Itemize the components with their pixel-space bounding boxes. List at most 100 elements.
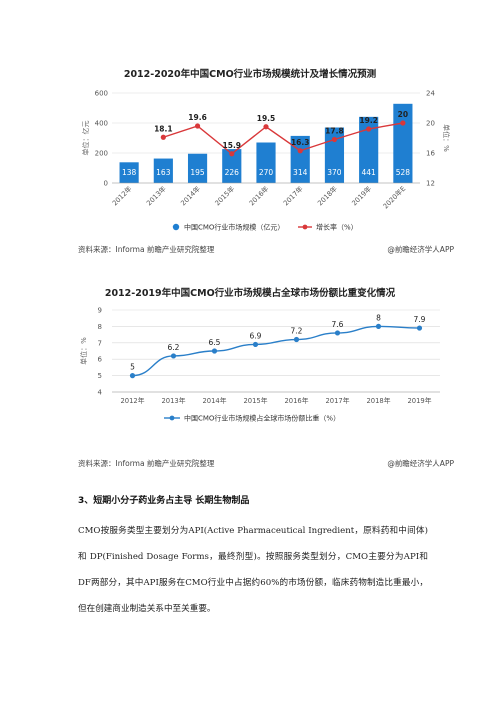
chart1-bar-label: 441: [362, 168, 377, 177]
chart1-bar: [359, 116, 379, 183]
chart1-bar-label: 195: [190, 168, 205, 177]
chart2-title: 2012-2019年中国CMO行业市场规模占全球市场份额比重变化情况: [104, 288, 396, 299]
chart1-growth-point: [263, 124, 269, 130]
chart2-xtick-label: 2015年: [243, 396, 267, 405]
chart1-xtick-label: 2018年: [315, 184, 339, 208]
chart1-bar-label: 138: [122, 168, 137, 177]
section-heading: 3、短期小分子药业务占主导 长期生物制品: [78, 496, 250, 506]
chart1-xtick-label: 2014年: [179, 184, 203, 208]
chart2-ytick-label: 5: [98, 372, 102, 380]
chart1-xtick-label: 2017年: [281, 184, 305, 208]
chart2-point-label: 5: [130, 363, 135, 372]
chart2-svg: 4 5 6 7 8 9 单位：% 5 6.2 6.5 6.9 7.2 7.6 8 7.9 2012年 2013年…: [79, 307, 440, 423]
chart1-title: 2012-2020年中国CMO行业市场规模统计及增长情况预测: [123, 69, 377, 80]
chart2-xtick-label: 2016年: [284, 396, 308, 405]
chart2-legend-dot: [169, 415, 175, 421]
chart1-legend-bar-marker: [172, 223, 180, 231]
chart2-point: [334, 330, 341, 336]
chart1-ylabel: 单位：亿元: [81, 121, 90, 156]
chart2-point: [211, 348, 218, 354]
chart1-xtick-label: 2012年: [110, 184, 134, 208]
chart1-ytick-label: 600: [95, 90, 108, 98]
chart2-point-label: 6.9: [250, 331, 262, 340]
chart1-ytick-label: 200: [95, 150, 108, 158]
chart2-xtick-label: 2012年: [120, 396, 144, 405]
chart1-growth-label: 19.6: [188, 113, 207, 122]
chart2-xtick-label: 2014年: [202, 396, 226, 405]
chart1-ytick-label: 0: [104, 180, 108, 188]
chart2-ylabel: 单位：%: [79, 337, 88, 365]
chart1-bar: [119, 162, 139, 183]
chart1-growth-point: [194, 123, 201, 129]
chart1-growth-point: [229, 151, 235, 157]
chart1-source: 资料来源：Informa 前瞻产业研究院整理: [78, 245, 215, 254]
chart1-bar-label: 163: [156, 168, 171, 177]
chart1-xtick-label: 2019年: [350, 184, 374, 208]
paragraph-text: CMO按服务类型主要划分为API(Active Pharmaceutical I…: [78, 526, 428, 614]
chart1-bar-label: 314: [293, 168, 308, 177]
chart1-legend-line-label: 增长率（%）: [316, 223, 358, 232]
chart2-share-line: [132, 325, 420, 377]
chart1-xtick-label: 2013年: [144, 184, 168, 208]
chart2-ytick-label: 6: [98, 356, 103, 364]
chart1-bar-label: 226: [225, 168, 240, 177]
chart2-brand: @前瞻经济学人APP: [387, 459, 454, 468]
chart1-growth-label: 18.1: [154, 124, 173, 133]
chart2-xtick-label: 2019年: [407, 396, 431, 405]
chart2-xtick-label: 2013年: [161, 396, 185, 405]
chart2-ytick-label: 4: [98, 389, 103, 397]
chart1-growth-label: 15.9: [223, 141, 242, 150]
chart1-growth-point: [366, 126, 372, 132]
chart1-growth-label: 17.8: [325, 127, 344, 136]
chart2-point-label: 7.9: [414, 315, 426, 324]
chart1-growth-label: 19.2: [359, 116, 378, 125]
chart2-point: [170, 353, 177, 359]
chart2-point: [129, 373, 136, 379]
chart2-ytick-label: 8: [98, 323, 102, 331]
chart2-point: [252, 341, 259, 348]
section-paragraph: CMO按服务类型主要划分为API(Active Pharmaceutical I…: [78, 518, 428, 622]
chart2-point-label: 6.5: [209, 338, 221, 347]
chart1-xtick-label: 2015年: [213, 184, 237, 208]
chart1-bar-label: 370: [327, 168, 342, 177]
chart2-xtick-label: 2017年: [325, 396, 349, 405]
chart1-y2tick-label: 24: [426, 90, 435, 98]
chart2-point-label: 6.2: [168, 343, 180, 352]
chart2-legend-label: 中国CMO行业市场规模占全球市场份额比重（%）: [184, 414, 340, 423]
chart1-y2tick-label: 20: [426, 120, 435, 128]
chart1-legend-bar-label: 中国CMO行业市场规模（亿元）: [184, 223, 284, 232]
chart2-ytick-label: 7: [98, 339, 102, 347]
chart1-ytick-label: 400: [95, 120, 108, 128]
chart1-xtick-label: 2016年: [247, 184, 271, 208]
chart2-point: [293, 336, 300, 343]
chart2-xtick-label: 2018年: [366, 396, 390, 405]
chart1-growth-label: 19.5: [257, 114, 276, 123]
chart1-bar: [222, 149, 242, 183]
chart1-y2tick-label: 16: [426, 150, 435, 158]
chart1-svg: 0 200 400 600 12 16 20 24 单位：亿元 单位：% 138 2012年 163 20…: [81, 90, 451, 232]
chart1-growth-line: [163, 122, 404, 155]
chart1-growth-point: [160, 134, 166, 140]
chart1-bar-label: 270: [259, 168, 274, 177]
chart1-bar: [187, 153, 208, 183]
chart2-source: 资料来源：Informa 前瞻产业研究院整理: [78, 459, 215, 468]
chart1-bar-label: 528: [396, 168, 411, 177]
chart2-point-label: 7.2: [291, 327, 303, 336]
chart1-growth-point: [331, 136, 338, 143]
chart1-y2label: 单位：%: [442, 124, 451, 152]
chart1-growth-point: [297, 148, 303, 154]
chart2-ytick-label: 9: [98, 307, 102, 315]
chart2-point-label: 8: [376, 313, 381, 322]
chart1-bar: [256, 142, 276, 183]
chart1-growth-label: 20: [398, 110, 408, 119]
chart1-growth-point: [400, 120, 406, 126]
chart1-y2tick-label: 12: [426, 180, 435, 188]
chart2-point: [416, 325, 423, 331]
chart1-growth-label: 16.3: [291, 138, 310, 147]
chart2-point: [375, 323, 382, 329]
chart1-xtick-label: 2020年E: [381, 184, 407, 210]
chart2-point-label: 7.6: [332, 320, 344, 329]
chart1-bar: [153, 158, 173, 183]
chart1-legend-line-dot: [302, 224, 308, 230]
chart1-brand: @前瞻经济学人APP: [387, 245, 454, 254]
